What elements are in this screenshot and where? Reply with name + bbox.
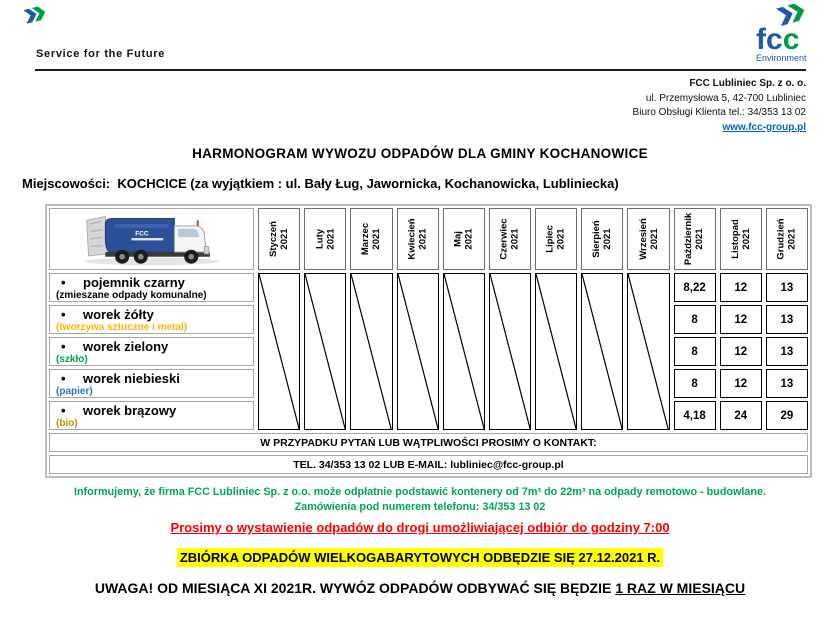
contact-row-line2: TEL. 34/353 13 02 LUB E-MAIL: lubliniec@… [49,455,808,474]
schedule-date-cell: 13 [765,369,808,398]
schedule-date-cell: 13 [765,337,808,366]
waste-row-label-worek-zolty: • worek żółty (tworzywa sztuczne i metal) [49,305,254,334]
crossed-out-column [488,273,531,430]
svg-text:FCC: FCC [135,230,149,237]
month-header-kwiecien: Kwiecień 2021 [396,208,439,270]
page-title: HARMONOGRAM WYWOZU ODPADÓW DLA GMINY KOC… [192,146,648,161]
schedule-date-cell: 12 [719,273,762,302]
schedule-date-cell: 13 [765,305,808,334]
container-rental-line1: Informujemy, że firma FCC Lubliniec Sp. … [73,486,767,498]
schedule-date-cell: 8 [673,337,716,366]
tagline: Service for the Future [36,48,166,60]
waste-row-label-pojemnik-czarny: • pojemnik czarny (zmieszane odpady komun… [49,273,254,302]
month-header-wrzesien: Wrzesień 2021 [627,208,670,270]
company-name: FCC Lubliniec Sp. z o. o. [689,78,806,89]
crossed-out-column [627,273,670,430]
schedule-date-cell: 24 [719,401,762,430]
company-phone: Biuro Obsługi Klienta tel.: 34/353 13 02 [632,107,806,118]
schedule-date-cell: 4,18 [673,401,716,430]
waste-row-label-worek-brazowy: • worek brązowy (bio) [49,401,254,430]
company-street: ul. Przemysłowa 5, 42-700 Lubliniec [645,92,806,104]
crossed-out-column [304,273,347,430]
waste-row-label-worek-zielony: • worek zielony (szkło) [49,337,254,366]
schedule-date-cell: 8 [673,305,716,334]
crossed-out-column [442,273,485,430]
month-header-luty: Luty 2021 [304,208,347,270]
schedule-table: FCC Styczeń 2021 Luty 2021 Marzec 2021 Kwie… [45,204,812,478]
container-rental-line2: Zamówienia pod numerem telefonu: 34/353 … [294,501,546,513]
crossed-out-column [535,273,578,430]
schedule-date-cell: 29 [765,401,808,430]
month-header-pazdziernik: Październik 2021 [673,208,716,270]
month-header-maj: Maj 2021 [442,208,485,270]
month-header-marzec: Marzec 2021 [350,208,393,270]
page-subtitle: Miejscowości: KOCHCICE (za wyjątkiem : u… [22,176,619,191]
svg-text:Environment: Environment [756,53,807,63]
schedule-date-cell: 12 [719,305,762,334]
month-header-styczen: Styczeń 2021 [258,208,301,270]
frequency-warning-underlined: 1 RAZ W MIESIĄCU [615,580,746,596]
schedule-date-cell: 8,22 [673,273,716,302]
schedule-date-cell: 8 [673,369,716,398]
header-divider [35,69,806,71]
waste-row-label-worek-niebieski: • worek niebieski (papier) [49,369,254,398]
svg-text:fcc: fcc [756,23,799,56]
month-header-sierpien: Sierpień 2021 [581,208,624,270]
bulky-waste-note: ZBIÓRKA ODPADÓW WIELKOGABARYTOWYCH ODBĘD… [0,548,840,567]
contact-row-line1: W PRZYPADKU PYTAŃ LUB WĄTPLIWOŚCI PROSIM… [49,433,808,452]
garbage-truck-image: FCC [49,208,254,270]
month-header-lipiec: Lipiec 2021 [535,208,578,270]
schedule-date-cell: 12 [719,369,762,398]
company-address-block: FCC Lubliniec Sp. z o. o. ul. Przemysłow… [633,77,806,135]
crossed-out-column [350,273,393,430]
fcc-environment-logo: fcc Environment [748,3,814,69]
frequency-warning-prefix: UWAGA! OD MIESIĄCA XI 2021R. WYWÓZ ODPAD… [94,580,616,596]
company-website-link[interactable]: www.fcc-group.pl [722,121,806,133]
schedule-date-cell: 13 [765,273,808,302]
pickup-time-note: Prosimy o wystawienie odpadów do drogi u… [170,520,670,535]
month-header-listopad: Listopad 2021 [719,208,762,270]
crossed-out-column [258,273,301,430]
fcc-arrows-icon [23,6,50,31]
crossed-out-column [581,273,624,430]
month-header-grudzien: Grudzień 2021 [765,208,808,270]
month-header-czerwiec: Czerwiec 2021 [488,208,531,270]
crossed-out-column [396,273,439,430]
schedule-date-cell: 12 [719,337,762,366]
frequency-warning: UWAGA! OD MIESIĄCA XI 2021R. WYWÓZ ODPAD… [0,580,840,596]
container-rental-note: Informujemy, że firma FCC Lubliniec Sp. … [0,485,840,515]
